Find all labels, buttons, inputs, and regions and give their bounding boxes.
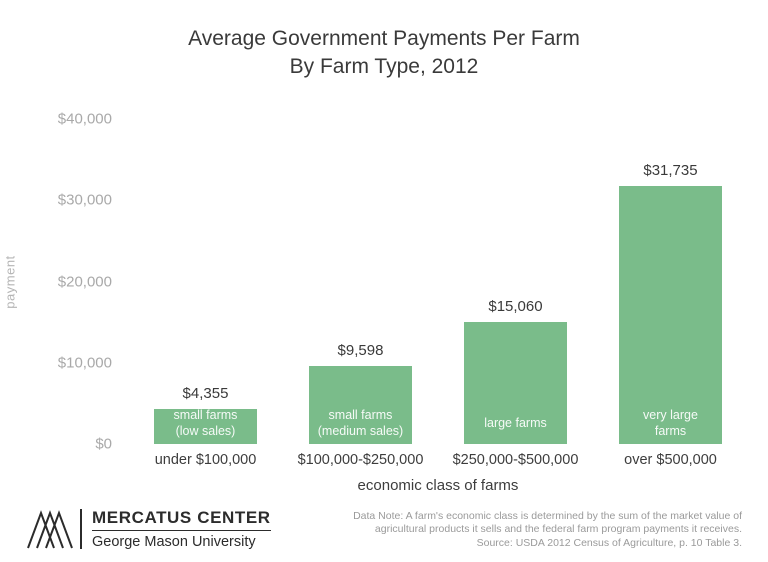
logo-subtitle: George Mason University (92, 534, 256, 550)
bar-inner-label: small farms (low sales) (148, 405, 262, 441)
y-tick-label: $30,000 (57, 191, 112, 209)
bar: $9,598 small farms (medium sales) (309, 342, 412, 444)
logo-rule (92, 530, 271, 531)
mercatus-logo: MERCATUS CENTER George Mason University (26, 508, 271, 550)
bar: $4,355 small farms (low sales) (154, 385, 257, 444)
plot-area: payment $0 $10,000 $20,000 $30,000 $40,000 $… (3, 111, 748, 453)
bar-inner-label-line: (low sales) (175, 424, 236, 438)
bar-group: $9,598 small farms (medium sales) (283, 119, 438, 444)
x-axis-title: economic class of farms (357, 477, 519, 494)
bar: $31,735 very large farms (619, 162, 722, 444)
bar-group: $4,355 small farms (low sales) (128, 119, 283, 444)
data-note: Data Note: A farm's economic class is de… (353, 510, 742, 551)
x-axis-ticks: under $100,000 $100,000-$250,000 $250,000-… (128, 452, 748, 468)
chart-title: Average Government Payments Per Farm (188, 27, 580, 50)
x-tick-label: $250,000-$500,000 (452, 452, 579, 468)
logo-divider (80, 509, 82, 549)
bar-inner-label-line: farms (654, 424, 687, 438)
bar: $15,060 large farms (464, 298, 567, 444)
note-line: Source: USDA 2012 Census of Agriculture,… (476, 536, 742, 549)
x-tick-label: over $500,000 (624, 452, 717, 468)
bar-value-label: $31,735 (643, 162, 698, 180)
y-tick-label: $40,000 (57, 110, 112, 128)
bar-group: $15,060 large farms (438, 119, 593, 444)
x-tick-label: under $100,000 (154, 452, 257, 468)
bar-inner-label-line: (medium sales) (317, 424, 404, 438)
note-line: Data Note: A farm's economic class is de… (353, 509, 742, 522)
chart-title-block: Average Government Payments Per Farm By … (0, 0, 768, 81)
y-tick-label: $0 (95, 435, 112, 453)
bars-container: $4,355 small farms (low sales) $9,598 small … (128, 119, 748, 444)
x-tick-label: $100,000-$250,000 (297, 452, 424, 468)
bar-group: $31,735 very large farms (593, 119, 748, 444)
logo-text: MERCATUS CENTER George Mason University (92, 508, 271, 550)
bar-inner-label: large farms (458, 405, 572, 441)
y-tick-label: $10,000 (57, 354, 112, 372)
bar-inner-label: very large farms (613, 405, 727, 441)
y-tick-label: $20,000 (57, 273, 112, 290)
bar-value-label: $9,598 (337, 342, 384, 360)
bar-value-label: $15,060 (488, 297, 543, 315)
footer: MERCATUS CENTER George Mason University … (26, 508, 742, 550)
mercatus-logo-icon (27, 510, 73, 549)
note-line: agricultural products it sells and the f… (374, 523, 742, 535)
bar-inner-label: small farms (medium sales) (303, 405, 417, 441)
bar-inner-label-line: large farms (484, 416, 547, 430)
bar-value-label: $4,355 (182, 384, 229, 402)
bar-inner-label-line: very large (643, 408, 698, 422)
bar-chart: payment $0 $10,000 $20,000 $30,000 $40,000 $… (3, 111, 748, 494)
chart-subtitle: By Farm Type, 2012 (289, 55, 479, 78)
logo-title: MERCATUS CENTER (92, 508, 271, 527)
bar-inner-label-line: small farms (328, 408, 393, 422)
bar-inner-label-line: small farms (173, 408, 238, 422)
